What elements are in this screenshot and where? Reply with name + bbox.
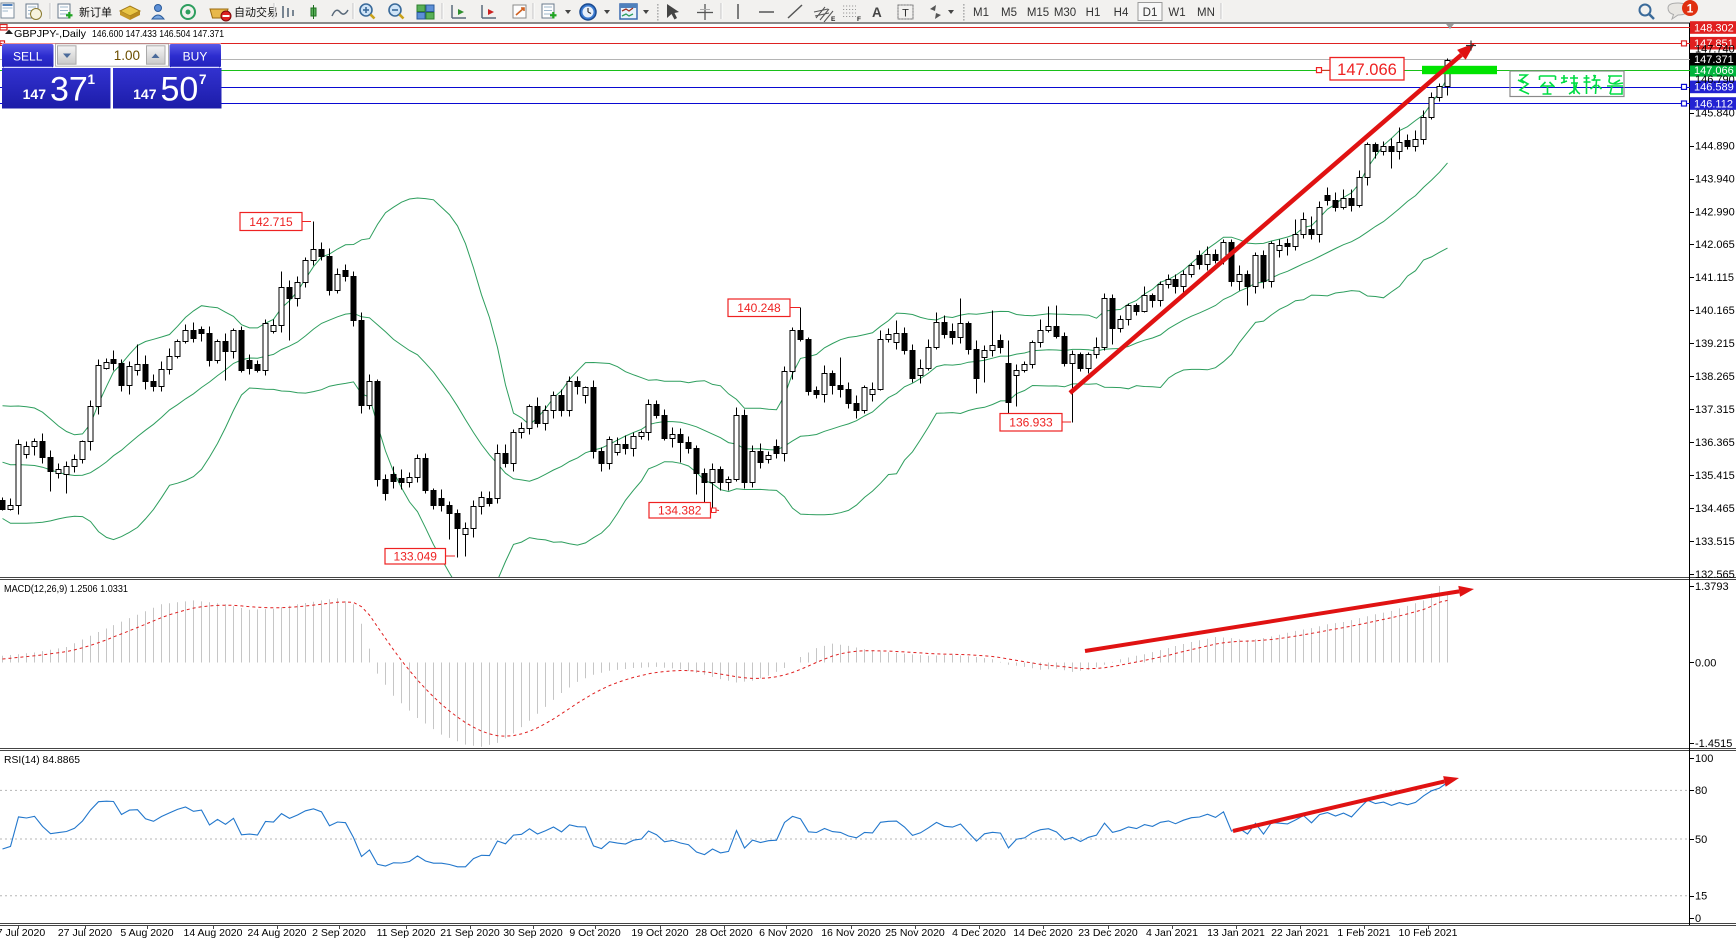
svg-text:142.065: 142.065 xyxy=(1695,239,1735,251)
svg-text:BUY: BUY xyxy=(183,50,208,64)
svg-text:147: 147 xyxy=(133,86,157,102)
svg-text:2 Sep 2020: 2 Sep 2020 xyxy=(312,927,366,939)
svg-text:14 Aug 2020: 14 Aug 2020 xyxy=(184,927,243,939)
svg-text:M30: M30 xyxy=(1054,7,1076,19)
svg-text:A: A xyxy=(872,5,882,20)
svg-text:1 Feb 2021: 1 Feb 2021 xyxy=(1337,927,1390,939)
svg-text:M5: M5 xyxy=(1001,7,1017,19)
svg-text:30 Sep 2020: 30 Sep 2020 xyxy=(503,927,563,939)
svg-text:11 Sep 2020: 11 Sep 2020 xyxy=(377,927,436,939)
svg-text:MACD(12,26,9) 1.2506 1.0331: MACD(12,26,9) 1.2506 1.0331 xyxy=(4,583,128,595)
svg-text:SELL: SELL xyxy=(13,50,43,64)
svg-text:23 Dec 2020: 23 Dec 2020 xyxy=(1078,927,1138,939)
svg-text:136.933: 136.933 xyxy=(1009,416,1053,430)
svg-text:141.115: 141.115 xyxy=(1695,272,1734,284)
svg-text:50: 50 xyxy=(1695,834,1707,846)
svg-text:139.215: 139.215 xyxy=(1695,338,1735,350)
svg-text:147.066: 147.066 xyxy=(1337,61,1397,79)
svg-text:RSI(14) 84.8865: RSI(14) 84.8865 xyxy=(4,754,80,766)
svg-text:E: E xyxy=(831,16,836,23)
svg-text:136.365: 136.365 xyxy=(1695,437,1735,449)
svg-text:143.940: 143.940 xyxy=(1695,174,1735,186)
svg-text:1.3793: 1.3793 xyxy=(1695,581,1729,593)
svg-text:147.740: 147.740 xyxy=(1695,44,1735,56)
svg-text:W1: W1 xyxy=(1168,7,1185,19)
svg-text:1.00: 1.00 xyxy=(114,48,140,63)
svg-text:24 Aug 2020: 24 Aug 2020 xyxy=(248,927,307,939)
svg-text:28 Oct 2020: 28 Oct 2020 xyxy=(695,927,752,939)
svg-text:146.600 147.433 146.504 147.37: 146.600 147.433 146.504 147.371 xyxy=(92,28,224,40)
svg-text:9 Oct 2020: 9 Oct 2020 xyxy=(569,927,621,939)
svg-text:自动交易: 自动交易 xyxy=(234,5,278,19)
svg-text:4 Dec 2020: 4 Dec 2020 xyxy=(952,927,1006,939)
svg-text:F: F xyxy=(857,16,861,23)
svg-text:16 Nov 2020: 16 Nov 2020 xyxy=(821,927,881,939)
svg-text:17 Jul 2020: 17 Jul 2020 xyxy=(0,927,45,939)
svg-text:5 Aug 2020: 5 Aug 2020 xyxy=(120,927,173,939)
svg-text:10 Feb 2021: 10 Feb 2021 xyxy=(1399,927,1458,939)
svg-text:50: 50 xyxy=(161,71,199,109)
svg-text:GBPJPY-,Daily: GBPJPY-,Daily xyxy=(14,28,87,40)
svg-text:145.840: 145.840 xyxy=(1695,108,1735,120)
svg-text:M15: M15 xyxy=(1027,7,1049,19)
svg-text:146.112: 146.112 xyxy=(1694,98,1733,110)
svg-text:146.589: 146.589 xyxy=(1694,82,1734,94)
svg-text:142.990: 142.990 xyxy=(1695,207,1735,219)
svg-text:100: 100 xyxy=(1695,753,1713,765)
svg-text:15: 15 xyxy=(1695,891,1707,903)
svg-text:19 Oct 2020: 19 Oct 2020 xyxy=(631,927,688,939)
svg-text:138.265: 138.265 xyxy=(1695,371,1735,383)
svg-text:27 Jul 2020: 27 Jul 2020 xyxy=(58,927,112,939)
svg-text:147.066: 147.066 xyxy=(1694,65,1734,77)
svg-text:144.890: 144.890 xyxy=(1695,141,1735,153)
svg-text:132.565: 132.565 xyxy=(1695,569,1735,581)
svg-text:新订单: 新订单 xyxy=(79,5,112,19)
svg-text:147.371: 147.371 xyxy=(1694,54,1734,66)
svg-text:14 Dec 2020: 14 Dec 2020 xyxy=(1013,927,1073,939)
svg-text:13 Jan 2021: 13 Jan 2021 xyxy=(1207,927,1265,939)
svg-text:135.415: 135.415 xyxy=(1695,470,1735,482)
svg-text:0.00: 0.00 xyxy=(1695,657,1716,669)
svg-text:142.715: 142.715 xyxy=(249,215,293,229)
svg-text:134.382: 134.382 xyxy=(658,504,702,518)
svg-text:147: 147 xyxy=(23,86,47,102)
svg-text:21 Sep 2020: 21 Sep 2020 xyxy=(440,927,500,939)
svg-text:MN: MN xyxy=(1197,7,1215,19)
svg-text:22 Jan 2021: 22 Jan 2021 xyxy=(1271,927,1329,939)
svg-text:133.049: 133.049 xyxy=(394,550,438,564)
svg-text:1: 1 xyxy=(1687,2,1694,16)
svg-text:80: 80 xyxy=(1695,785,1707,797)
svg-text:7: 7 xyxy=(199,72,207,87)
svg-text:H1: H1 xyxy=(1086,7,1101,19)
svg-text:6 Nov 2020: 6 Nov 2020 xyxy=(759,927,813,939)
svg-text:148.302: 148.302 xyxy=(1694,22,1734,34)
svg-text:4 Jan 2021: 4 Jan 2021 xyxy=(1146,927,1198,939)
svg-text:134.465: 134.465 xyxy=(1695,503,1735,515)
svg-text:-1.4515: -1.4515 xyxy=(1695,738,1732,750)
svg-text:137.315: 137.315 xyxy=(1695,404,1735,416)
svg-text:147.851: 147.851 xyxy=(1694,38,1734,50)
svg-text:140.165: 140.165 xyxy=(1695,305,1735,317)
svg-text:0: 0 xyxy=(1695,913,1701,925)
svg-text:25 Nov 2020: 25 Nov 2020 xyxy=(885,927,945,939)
svg-text:H4: H4 xyxy=(1114,7,1129,19)
svg-text:T: T xyxy=(902,8,909,20)
svg-text:146.790: 146.790 xyxy=(1695,74,1735,86)
svg-text:M1: M1 xyxy=(973,7,989,19)
svg-text:1: 1 xyxy=(88,72,96,87)
svg-text:133.515: 133.515 xyxy=(1695,536,1735,548)
svg-text:D1: D1 xyxy=(1143,7,1158,19)
svg-text:37: 37 xyxy=(50,71,88,109)
svg-text:140.248: 140.248 xyxy=(737,301,781,315)
